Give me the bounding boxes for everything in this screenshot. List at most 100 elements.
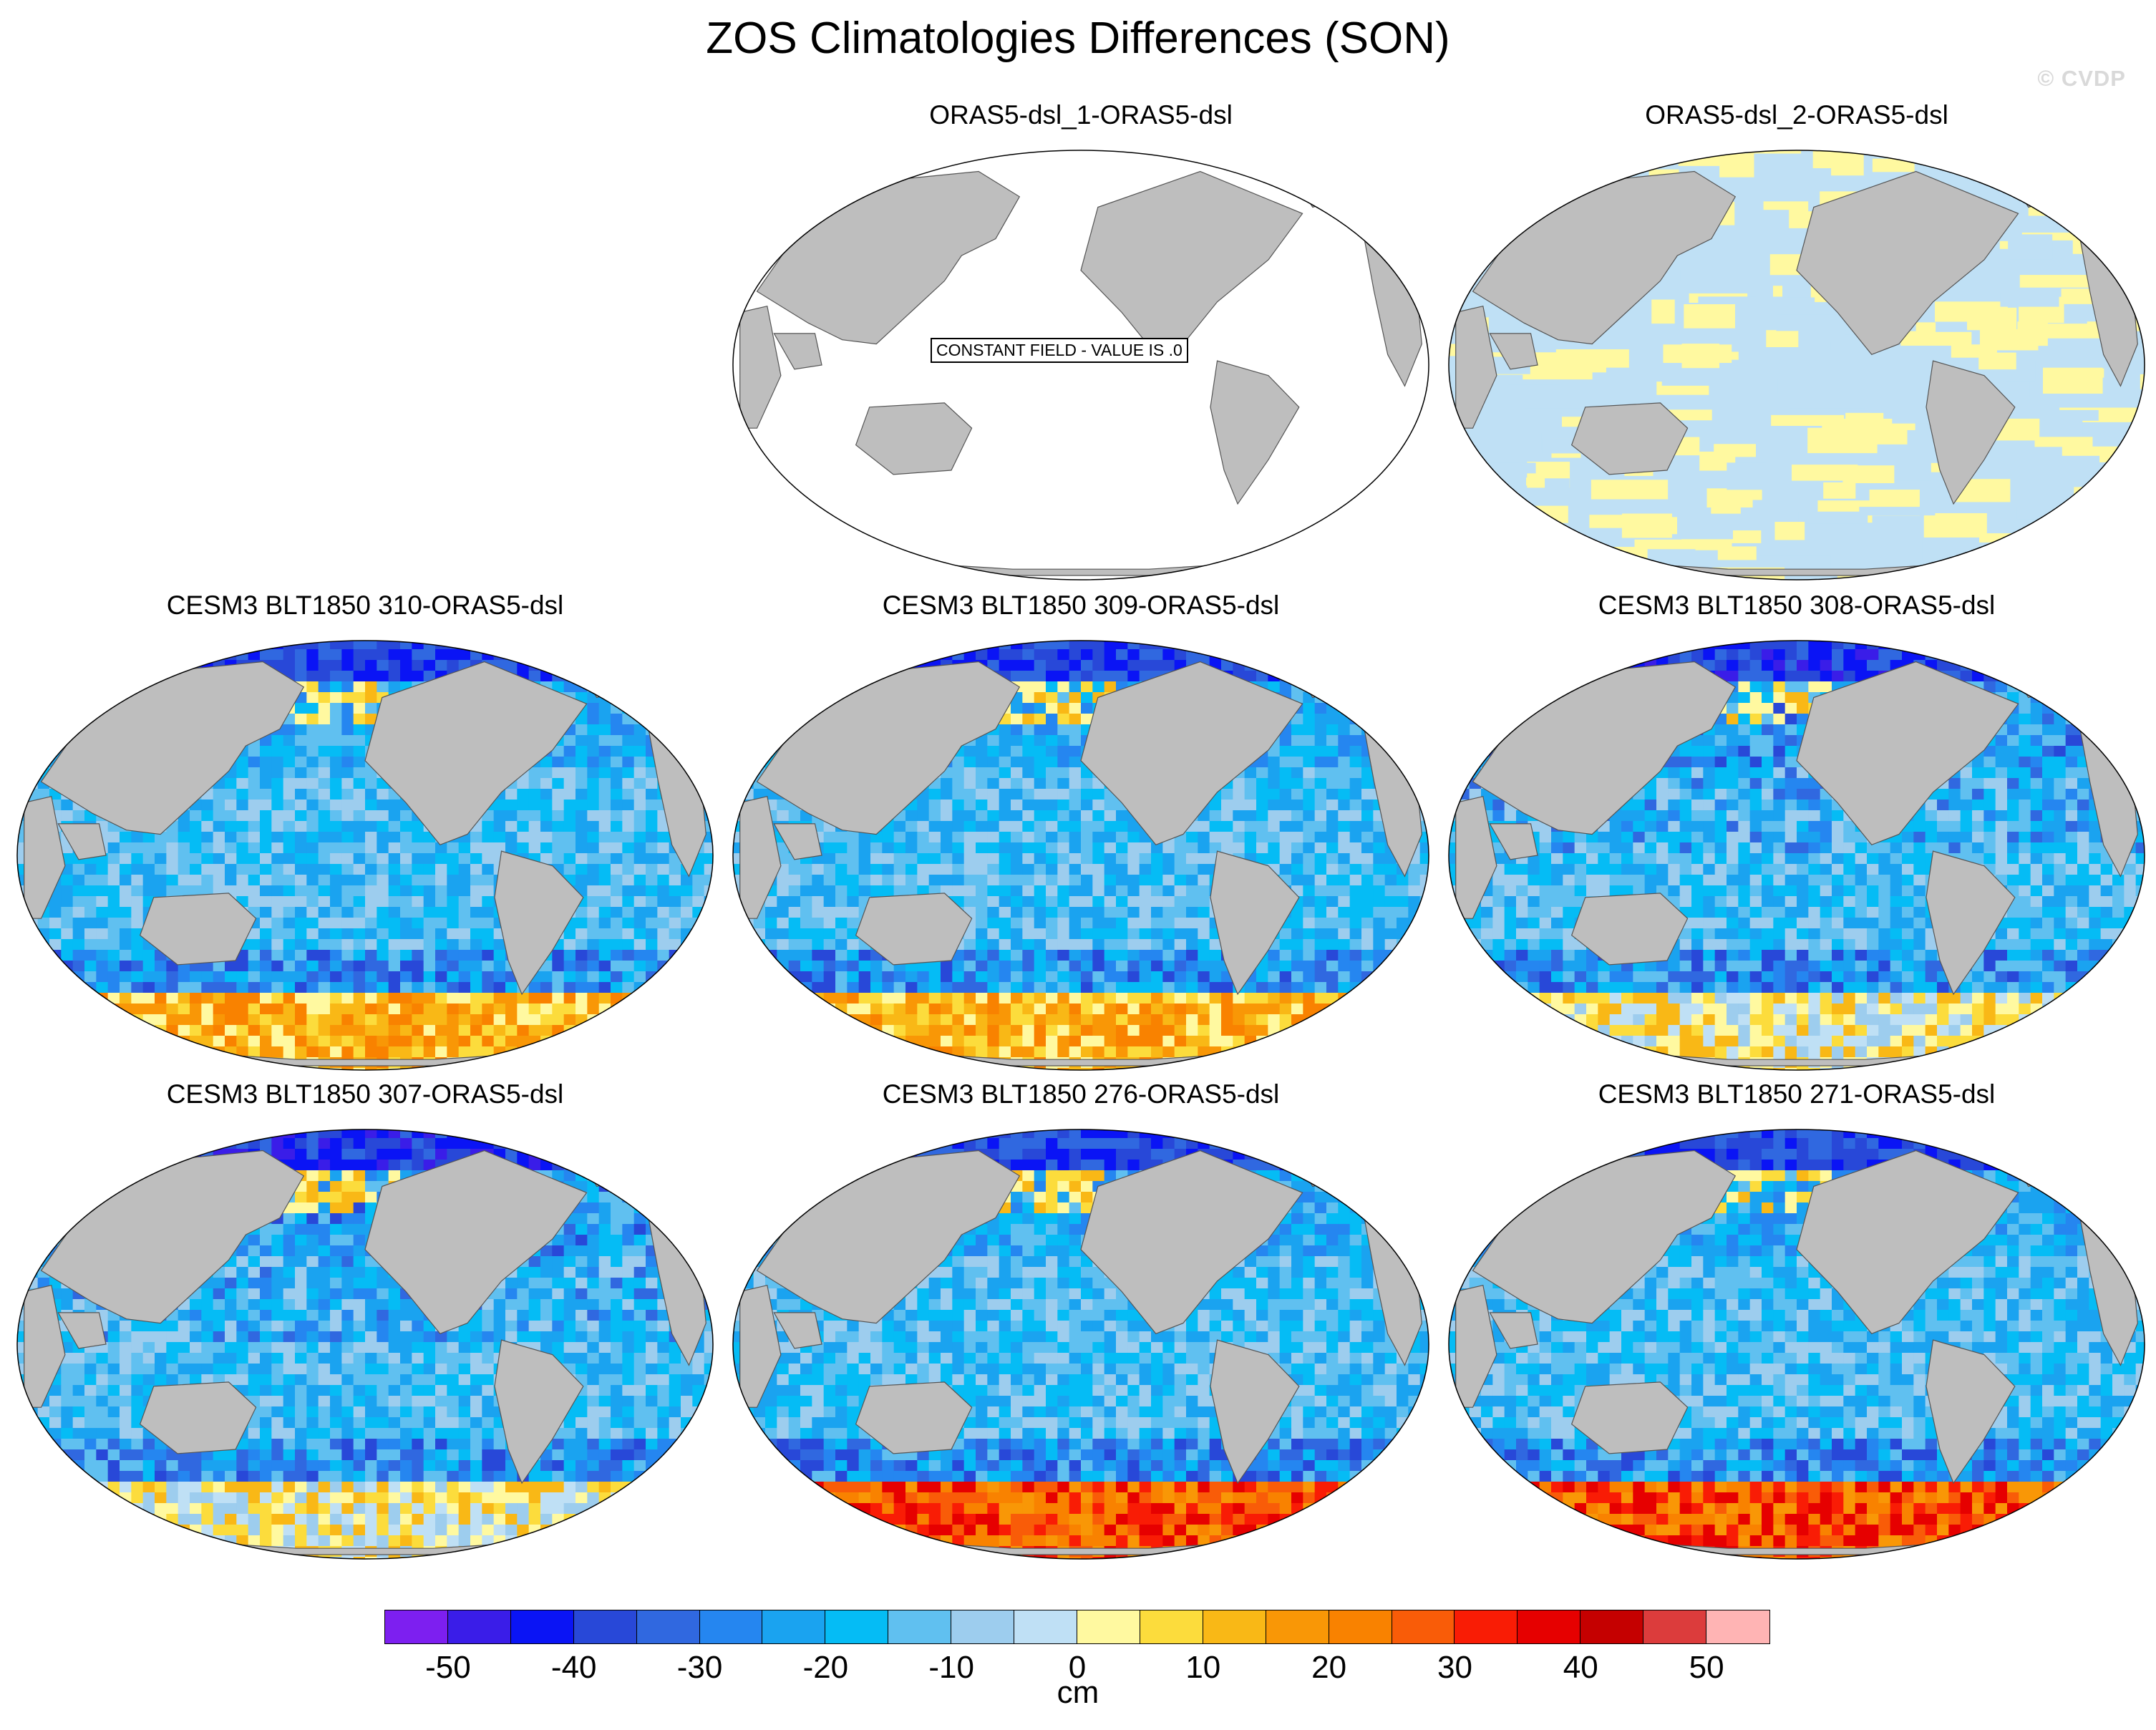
field-cell xyxy=(1314,832,1327,843)
field-cell xyxy=(2137,516,2145,532)
field-cell xyxy=(633,864,646,875)
field-cell xyxy=(271,842,284,854)
field-cell xyxy=(963,778,976,789)
field-cell xyxy=(1081,821,1094,832)
field-cell xyxy=(1046,961,1059,972)
field-cell xyxy=(893,821,906,832)
field-cell xyxy=(155,1004,167,1015)
field-cell xyxy=(49,1068,62,1070)
field-cell xyxy=(120,885,132,897)
field-cell xyxy=(2141,166,2145,180)
field-cell xyxy=(870,961,883,972)
field-cell xyxy=(435,660,448,671)
field-cell xyxy=(587,939,600,951)
field-cell xyxy=(657,864,670,875)
field-cell xyxy=(882,853,895,865)
field-cell xyxy=(423,885,436,897)
field-cell xyxy=(692,982,705,993)
field-cell xyxy=(318,789,331,800)
field-cell xyxy=(753,735,766,747)
field-cell xyxy=(1279,950,1292,961)
field-cell xyxy=(823,928,836,940)
field-cell xyxy=(271,649,284,661)
field-cell xyxy=(341,1004,354,1015)
field-cell xyxy=(823,907,836,918)
field-cell xyxy=(835,928,848,940)
field-cell xyxy=(823,832,836,843)
field-cell xyxy=(976,789,989,800)
field-cell xyxy=(271,1025,284,1036)
field-cell xyxy=(1314,918,1327,929)
field-cell xyxy=(17,692,27,704)
field-cell xyxy=(1314,864,1327,875)
field-cell xyxy=(458,961,471,972)
field-cell xyxy=(870,628,883,639)
field-cell xyxy=(190,1057,203,1069)
field-cell xyxy=(1279,681,1292,693)
field-cell xyxy=(598,832,611,843)
field-cell xyxy=(142,641,155,650)
field-cell xyxy=(1361,832,1374,843)
field-cell xyxy=(26,939,39,951)
field-cell xyxy=(622,950,635,961)
field-cell xyxy=(611,628,623,639)
field-cell xyxy=(201,842,214,854)
field-cell xyxy=(847,660,860,671)
field-cell xyxy=(435,1004,448,1015)
field-cell xyxy=(1314,885,1327,897)
field-cell xyxy=(131,971,144,983)
field-cell xyxy=(552,746,565,757)
field-cell xyxy=(777,896,790,908)
field-cell xyxy=(1303,714,1316,725)
field-cell xyxy=(493,1004,506,1015)
field-cell xyxy=(928,961,941,972)
field-cell xyxy=(1753,210,1790,235)
field-cell xyxy=(72,928,85,940)
field-cell xyxy=(1384,928,1397,940)
field-cell xyxy=(435,971,448,983)
field-cell xyxy=(388,928,401,940)
field-cell xyxy=(1104,628,1117,639)
field-cell xyxy=(669,982,681,993)
field-cell xyxy=(107,1057,120,1069)
field-cell xyxy=(131,1025,144,1036)
field-cell xyxy=(260,885,273,897)
field-cell xyxy=(835,971,848,983)
field-cell xyxy=(155,832,167,843)
field-cell xyxy=(611,1025,623,1036)
field-cell xyxy=(388,961,401,972)
field-cell xyxy=(765,939,778,951)
field-cell xyxy=(847,982,860,993)
field-cell xyxy=(341,703,354,714)
field-cell xyxy=(260,767,273,779)
field-cell xyxy=(318,778,331,789)
field-cell xyxy=(1361,821,1374,832)
field-cell xyxy=(365,810,378,822)
field-cell xyxy=(447,885,460,897)
field-cell xyxy=(917,864,930,875)
field-cell xyxy=(190,853,203,865)
field-cell xyxy=(1314,982,1327,993)
field-cell xyxy=(823,918,836,929)
field-cell xyxy=(306,660,319,671)
field-cell xyxy=(1081,692,1094,704)
field-cell xyxy=(576,864,588,875)
field-cell xyxy=(704,1004,713,1015)
field-cell xyxy=(1057,628,1069,639)
field-cell xyxy=(611,961,623,972)
field-cell xyxy=(1466,562,1536,580)
field-cell xyxy=(987,821,1000,832)
field-cell xyxy=(271,832,284,843)
field-cell xyxy=(788,714,801,725)
field-cell xyxy=(283,896,296,908)
field-cell xyxy=(2142,424,2145,439)
field-cell xyxy=(692,767,705,779)
field-cell xyxy=(330,982,343,993)
field-cell xyxy=(1046,939,1059,951)
field-cell xyxy=(1069,864,1082,875)
field-cell xyxy=(987,928,1000,940)
field-cell xyxy=(999,961,1011,972)
field-cell xyxy=(1384,703,1397,714)
field-cell xyxy=(1022,641,1035,650)
field-cell xyxy=(377,864,389,875)
